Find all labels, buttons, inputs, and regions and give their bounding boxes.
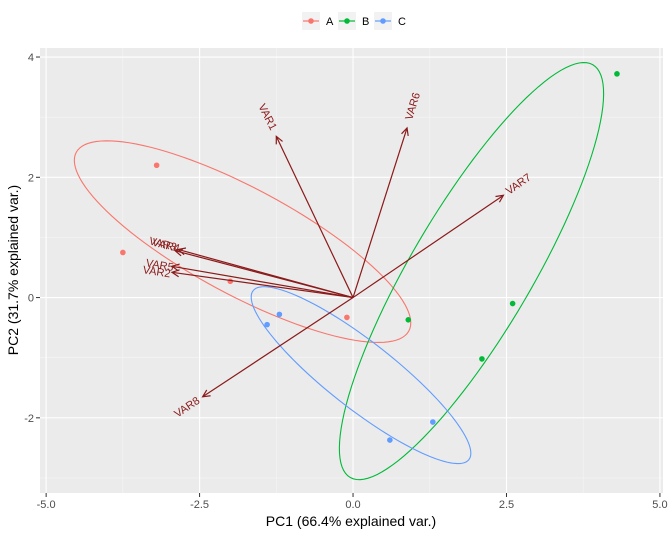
minor-gridlines <box>40 48 663 493</box>
legend-label-b: B <box>362 16 369 28</box>
arrow-var8 <box>202 297 354 398</box>
point-a <box>120 249 126 256</box>
point-b <box>614 71 620 77</box>
point-a <box>227 278 234 285</box>
y-tick-label: 4 <box>28 52 34 64</box>
legend-key-point <box>380 18 386 24</box>
legend: A B C <box>302 12 406 30</box>
y-axis-ticks: -2 0 2 4 <box>24 52 40 425</box>
legend-item-a: A <box>302 12 334 30</box>
arrow-var6 <box>352 127 408 298</box>
point-c <box>264 321 270 328</box>
y-axis-title: PC2 (31.7% explained var.) <box>5 185 21 355</box>
arrow-var5 <box>171 265 354 299</box>
legend-item-c: C <box>374 12 406 30</box>
major-gridlines <box>40 48 663 493</box>
point-c <box>276 311 283 318</box>
arrow-var7 <box>352 194 504 299</box>
label-var2: VAR2 <box>142 264 171 280</box>
arrowhead-var1 <box>275 135 283 145</box>
y-tick-label: 0 <box>28 293 34 305</box>
ellipse-b <box>338 62 605 481</box>
point-b <box>479 356 485 362</box>
y-tick-label: -2 <box>24 413 34 425</box>
point-a <box>153 162 160 169</box>
group-ellipses <box>73 62 605 481</box>
point-a <box>344 314 350 321</box>
legend-key-point <box>308 18 314 24</box>
legend-item-b: B <box>338 12 369 30</box>
x-tick-label: 5.0 <box>652 499 667 511</box>
legend-key-point <box>344 18 350 24</box>
point-c <box>430 419 436 425</box>
point-c <box>387 437 393 443</box>
loading-arrows <box>170 126 505 398</box>
x-tick-label: 2.5 <box>499 499 514 511</box>
arrow-var4 <box>174 250 354 299</box>
ellipse-c <box>250 286 472 465</box>
arrowhead-var5 <box>170 263 180 272</box>
arrowhead-var6 <box>401 126 409 136</box>
ellipse-a <box>73 140 412 344</box>
x-axis-ticks: -5.0 -2.5 0.0 2.5 5.0 <box>37 493 668 511</box>
arrow-var1 <box>275 136 354 298</box>
x-tick-label: -5.0 <box>37 499 56 511</box>
x-axis-title: PC1 (66.4% explained var.) <box>266 513 436 529</box>
legend-label-c: C <box>398 16 406 28</box>
arrowhead-var4 <box>173 248 184 257</box>
point-b <box>509 300 516 307</box>
arrow-var2 <box>171 271 354 299</box>
x-tick-label: -2.5 <box>190 499 209 511</box>
label-var5: VAR5 <box>145 257 175 274</box>
panel-background <box>40 48 663 493</box>
arrowhead-var7 <box>495 194 505 203</box>
data-points <box>120 71 620 443</box>
x-tick-label: 0.0 <box>345 499 360 511</box>
y-tick-label: 2 <box>28 172 34 184</box>
arrowhead-var8 <box>201 389 211 398</box>
point-b <box>405 317 412 323</box>
arrowhead-var2 <box>170 269 180 278</box>
legend-label-a: A <box>326 16 334 28</box>
